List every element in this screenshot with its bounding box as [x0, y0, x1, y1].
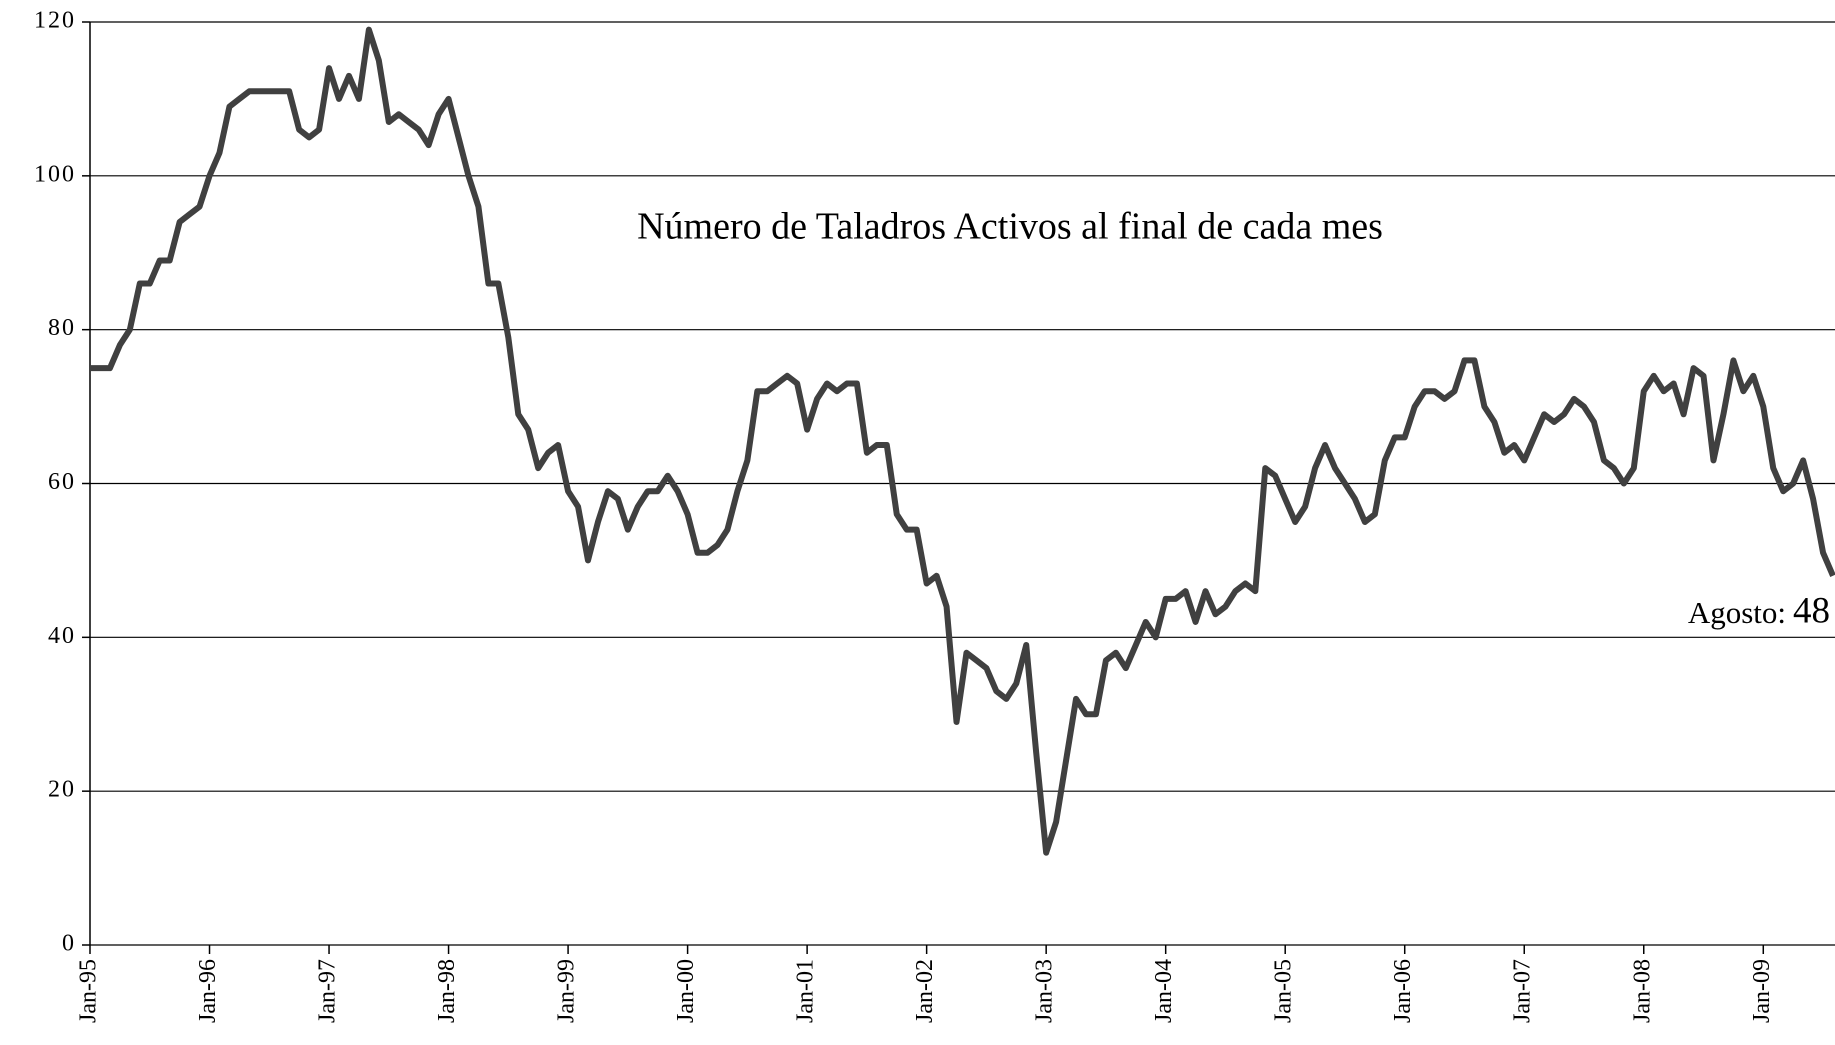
y-tick-label: 100 [34, 161, 76, 187]
data-line [90, 26, 1835, 856]
y-tick-label: 40 [48, 623, 76, 649]
x-tick-label: Jan-99 [554, 959, 580, 1023]
x-tick-label: Jan-05 [1271, 959, 1297, 1023]
y-tick-label: 120 [34, 8, 76, 34]
x-tick-label: Jan-09 [1749, 959, 1775, 1023]
annotation: Agosto: [1688, 595, 1786, 630]
x-tick-label: Jan-02 [912, 959, 938, 1023]
x-tick-label: Jan-00 [673, 959, 699, 1023]
y-tick-label: 0 [62, 931, 76, 957]
data-label: 48 [1793, 590, 1830, 631]
x-tick-label: Jan-07 [1510, 959, 1536, 1023]
x-tick-label: Jan-04 [1151, 959, 1177, 1023]
x-tick-label: Jan-03 [1032, 959, 1058, 1023]
y-tick-label: 80 [48, 315, 76, 341]
y-tick-label: 20 [48, 777, 76, 803]
x-tick-label: Jan-96 [195, 959, 221, 1023]
x-tick-label: Jan-97 [315, 959, 341, 1023]
x-tick-label: Jan-01 [793, 959, 819, 1023]
x-tick-label: Jan-06 [1390, 959, 1416, 1023]
y-tick-label: 60 [48, 469, 76, 495]
x-tick-label: Jan-08 [1629, 959, 1655, 1023]
x-tick-label: Jan-98 [434, 959, 460, 1023]
chart-title: Número de Taladros Activos al final de c… [637, 206, 1383, 248]
x-tick-label: Jan-95 [76, 959, 102, 1023]
